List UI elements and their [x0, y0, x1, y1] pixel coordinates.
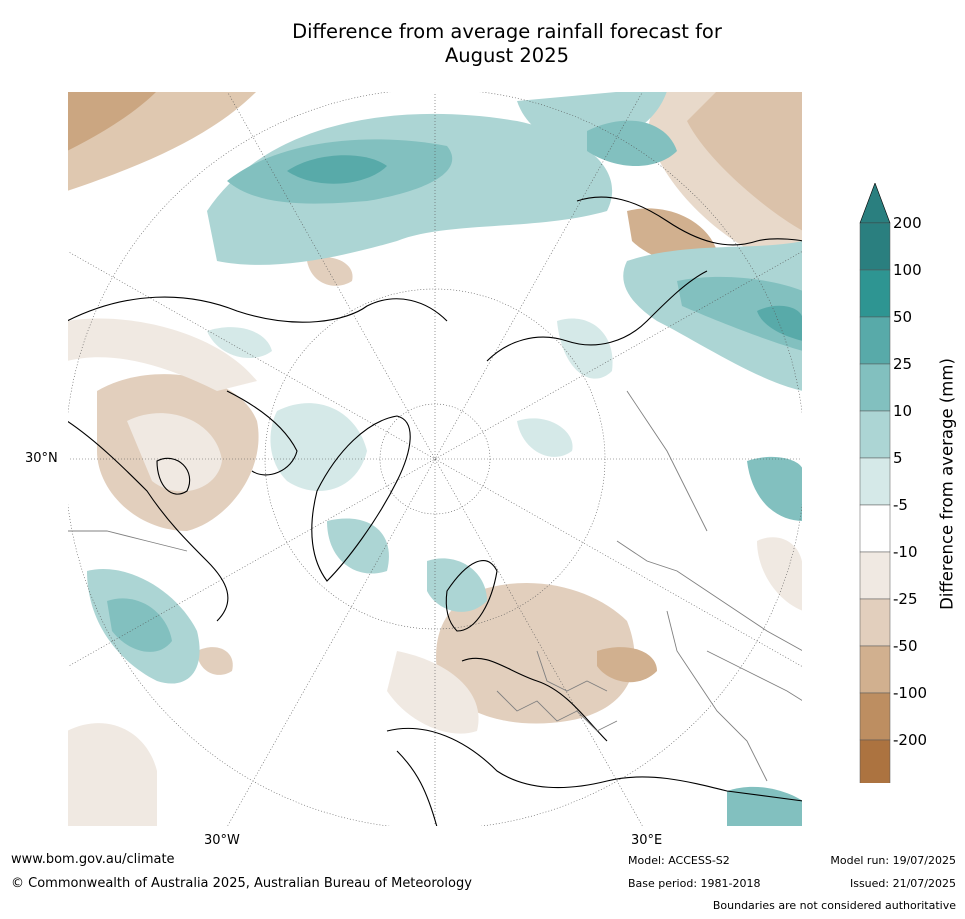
colorbar-segment [859, 269, 891, 318]
dry-anomaly-shading [67, 91, 803, 827]
colorbar-tick-label: -10 [893, 543, 918, 561]
colorbar-tick-label: 10 [893, 402, 913, 420]
colorbar-tick-label: -200 [893, 731, 928, 749]
colorbar-tick-label: -5 [893, 496, 908, 514]
colorbar-segment [859, 316, 891, 365]
graticule [67, 91, 803, 827]
map-title: Difference from average rainfall forecas… [0, 20, 965, 68]
colorbar-segment [859, 598, 891, 647]
base-period: Base period: 1981-2018 [628, 877, 761, 890]
colorbar-arrow-top [859, 183, 891, 224]
colorbar-segment [859, 457, 891, 506]
rainfall-anomaly-map [67, 91, 803, 827]
national-borders [67, 390, 803, 782]
title-line-2: August 2025 [444, 44, 570, 67]
colorbar-tick-label: 100 [893, 261, 922, 279]
coastlines [67, 196, 803, 827]
wet-anomaly-shading [87, 91, 803, 827]
colorbar-segment [859, 222, 891, 271]
colorbar-tick-label: 5 [893, 449, 903, 467]
colorbar [859, 183, 891, 783]
model-name: Model: ACCESS-S2 [628, 854, 730, 867]
model-run-date: Model run: 19/07/2025 [830, 854, 956, 867]
colorbar-segment [859, 363, 891, 412]
website-link[interactable]: www.bom.gov.au/climate [11, 852, 175, 867]
issued-date: Issued: 21/07/2025 [849, 877, 956, 890]
colorbar-segment [859, 504, 891, 553]
colorbar-tick-label: 200 [893, 214, 922, 232]
colorbar-tick-label: 25 [893, 355, 913, 373]
colorbar-segment [859, 410, 891, 459]
colorbar-title: Difference from average (mm) [937, 358, 957, 610]
colorbar-segment [859, 645, 891, 694]
copyright-text: © Commonwealth of Australia 2025, Austra… [11, 876, 472, 891]
colorbar-segments [859, 183, 891, 783]
colorbar-tick-label: -25 [893, 590, 918, 608]
colorbar-tick-label: -100 [893, 684, 928, 702]
colorbar-tick-label: -50 [893, 637, 918, 655]
lon-label-30w: 30°W [204, 833, 240, 848]
colorbar-segment [859, 551, 891, 600]
boundaries-disclaimer: Boundaries are not considered authoritat… [712, 899, 956, 912]
colorbar-tick-label: 50 [893, 308, 913, 326]
colorbar-segment [859, 739, 891, 783]
colorbar-segment [859, 692, 891, 741]
lon-label-30e: 30°E [631, 833, 663, 848]
lat-label-30n: 30°N [25, 451, 58, 466]
title-line-1: Difference from average rainfall forecas… [292, 20, 722, 43]
